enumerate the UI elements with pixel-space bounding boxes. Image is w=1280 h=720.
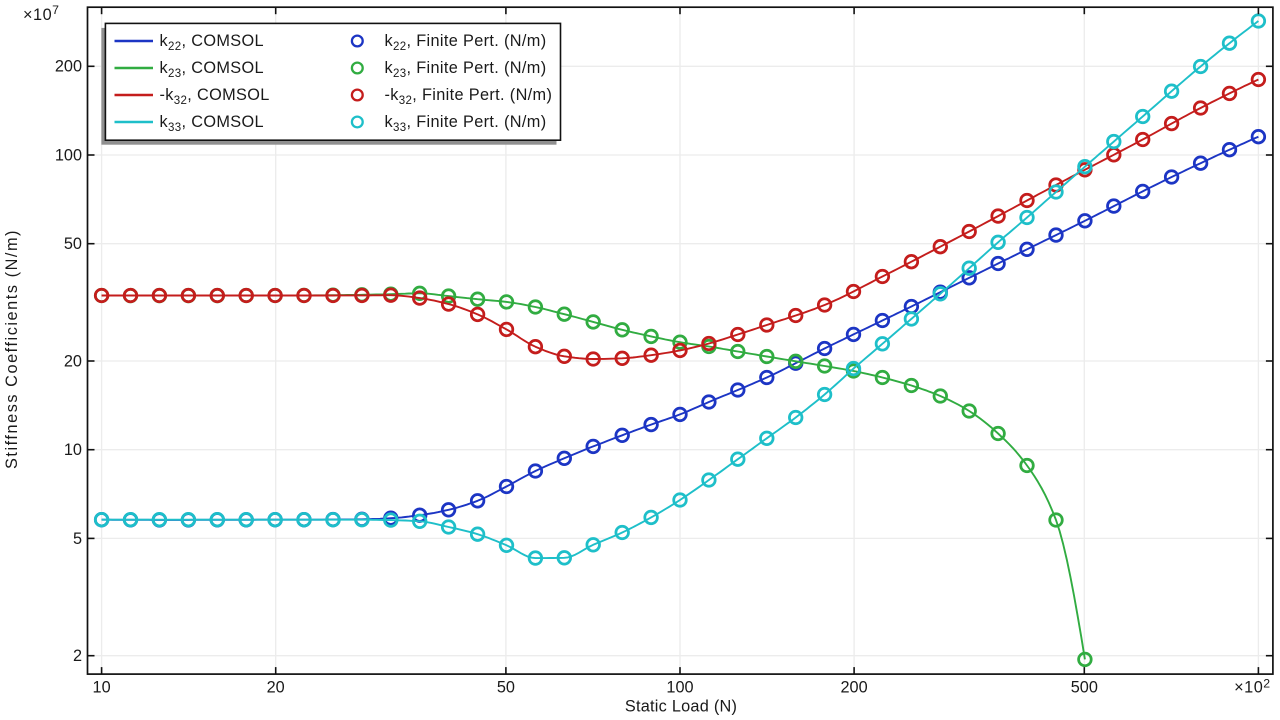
- svg-text:k23, Finite Pert. (N/m): k23, Finite Pert. (N/m): [385, 59, 547, 80]
- svg-text:-k32, Finite Pert. (N/m): -k32, Finite Pert. (N/m): [385, 86, 553, 107]
- svg-text:100: 100: [55, 146, 82, 164]
- svg-text:k23, COMSOL: k23, COMSOL: [160, 59, 264, 80]
- svg-text:100: 100: [666, 679, 693, 697]
- svg-text:50: 50: [497, 679, 515, 697]
- svg-text:200: 200: [55, 58, 82, 76]
- svg-text:10: 10: [93, 679, 111, 697]
- svg-text:200: 200: [841, 679, 868, 697]
- svg-text:k22, COMSOL: k22, COMSOL: [160, 32, 264, 53]
- svg-text:Static Load (N): Static Load (N): [625, 698, 737, 716]
- svg-text:k33, Finite Pert. (N/m): k33, Finite Pert. (N/m): [385, 113, 547, 134]
- svg-text:k22, Finite Pert. (N/m): k22, Finite Pert. (N/m): [385, 32, 547, 53]
- svg-text:10: 10: [64, 441, 82, 459]
- svg-text:50: 50: [64, 235, 82, 253]
- svg-text:×107: ×107: [23, 3, 59, 24]
- svg-text:-k32, COMSOL: -k32, COMSOL: [160, 86, 270, 107]
- svg-text:×102: ×102: [1234, 677, 1270, 697]
- svg-text:20: 20: [64, 352, 82, 370]
- svg-text:500: 500: [1071, 679, 1098, 697]
- svg-text:k33, COMSOL: k33, COMSOL: [160, 113, 264, 134]
- svg-text:5: 5: [73, 530, 82, 548]
- svg-text:20: 20: [267, 679, 285, 697]
- svg-text:Stiffness Coefficients (N/m): Stiffness Coefficients (N/m): [3, 229, 21, 469]
- svg-text:2: 2: [73, 647, 82, 665]
